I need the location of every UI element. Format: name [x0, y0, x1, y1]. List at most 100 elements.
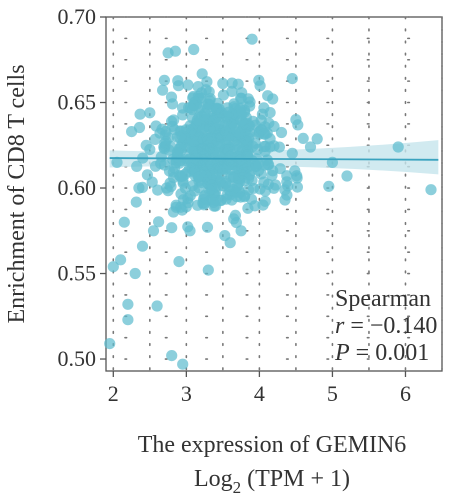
- data-point: [186, 123, 198, 135]
- data-point: [323, 180, 335, 192]
- data-point: [187, 92, 199, 104]
- data-point: [252, 143, 264, 155]
- y-tick-label: 0.50: [58, 346, 97, 371]
- x-tick-label: 6: [400, 381, 411, 406]
- data-point: [244, 100, 256, 112]
- data-point: [182, 79, 194, 91]
- data-point: [122, 298, 134, 310]
- data-point: [177, 358, 189, 370]
- data-point: [235, 92, 248, 104]
- data-point: [184, 102, 196, 114]
- data-point: [151, 300, 163, 312]
- data-point: [169, 162, 181, 174]
- data-point: [311, 133, 323, 145]
- regression-line: [109, 157, 439, 161]
- data-point: [286, 147, 298, 159]
- data-point: [254, 183, 266, 195]
- annotation-p: P = 0.001: [334, 340, 429, 366]
- data-point: [268, 120, 280, 132]
- data-points: [104, 33, 437, 370]
- annotation-r: r = −0.140: [335, 313, 437, 339]
- data-point: [224, 237, 236, 249]
- data-point: [232, 78, 244, 90]
- data-point: [166, 350, 178, 362]
- data-point: [217, 77, 229, 90]
- data-point: [134, 108, 146, 120]
- data-point: [118, 216, 130, 228]
- data-point: [195, 87, 208, 99]
- data-point: [141, 169, 153, 181]
- data-point: [150, 120, 162, 132]
- data-point: [291, 181, 303, 193]
- data-point: [249, 200, 261, 212]
- data-point: [392, 141, 404, 153]
- data-point: [122, 314, 134, 326]
- data-point: [191, 114, 203, 126]
- data-point: [167, 206, 179, 218]
- data-point: [235, 191, 247, 203]
- data-point: [133, 182, 145, 194]
- data-point: [235, 157, 248, 169]
- x-axis-ticks: 2 3 4 5 6: [108, 371, 411, 406]
- data-point: [229, 209, 241, 221]
- data-point: [275, 126, 288, 139]
- data-point: [202, 264, 214, 276]
- x-tick-label: 5: [327, 381, 338, 406]
- data-point: [111, 156, 123, 168]
- data-point: [223, 180, 235, 192]
- data-point: [131, 160, 143, 172]
- data-point: [172, 75, 184, 87]
- data-point: [174, 131, 186, 144]
- data-point: [258, 102, 270, 114]
- data-point: [222, 106, 235, 118]
- data-point: [191, 199, 204, 211]
- data-point: [205, 136, 217, 148]
- data-point: [166, 222, 178, 234]
- data-point: [204, 93, 216, 105]
- x-tick-label: 4: [254, 381, 265, 406]
- data-point: [226, 85, 238, 97]
- ci-band: [109, 140, 439, 175]
- data-point: [180, 201, 192, 213]
- data-point: [425, 184, 437, 196]
- data-point: [166, 120, 178, 132]
- data-point: [173, 256, 185, 268]
- data-point: [152, 184, 164, 196]
- data-point: [200, 170, 212, 182]
- data-point: [196, 143, 209, 155]
- data-point: [140, 139, 152, 151]
- data-point: [171, 146, 183, 159]
- data-point: [144, 107, 156, 119]
- confidence-band: [109, 140, 439, 175]
- data-point: [286, 73, 298, 85]
- data-point: [194, 101, 206, 113]
- plot-area: [104, 16, 443, 372]
- data-point: [201, 221, 214, 233]
- data-point: [200, 114, 212, 126]
- data-point: [157, 84, 169, 96]
- data-point: [188, 43, 200, 56]
- data-point: [341, 170, 353, 182]
- data-point: [203, 184, 215, 196]
- annotation-title: Spearman: [335, 286, 431, 312]
- y-axis-title: Enrichment of CD8 T cells: [4, 64, 30, 323]
- data-point: [158, 74, 170, 86]
- data-point: [107, 261, 119, 273]
- data-point: [281, 176, 293, 188]
- data-point: [196, 68, 208, 80]
- data-point: [195, 154, 207, 166]
- data-point: [177, 170, 189, 182]
- data-point: [246, 33, 258, 45]
- data-point: [136, 240, 149, 252]
- data-point: [204, 155, 216, 167]
- y-tick-label: 0.55: [58, 261, 97, 286]
- data-point: [153, 216, 165, 228]
- data-point: [258, 128, 270, 140]
- data-point: [189, 185, 201, 197]
- data-point: [179, 182, 191, 194]
- x-axis-subtitle: Log2 (TPM + 1): [194, 466, 350, 497]
- data-point: [166, 98, 179, 110]
- x-tick-label: 2: [108, 381, 119, 406]
- x-axis-title: The expression of GEMIN6: [138, 432, 407, 458]
